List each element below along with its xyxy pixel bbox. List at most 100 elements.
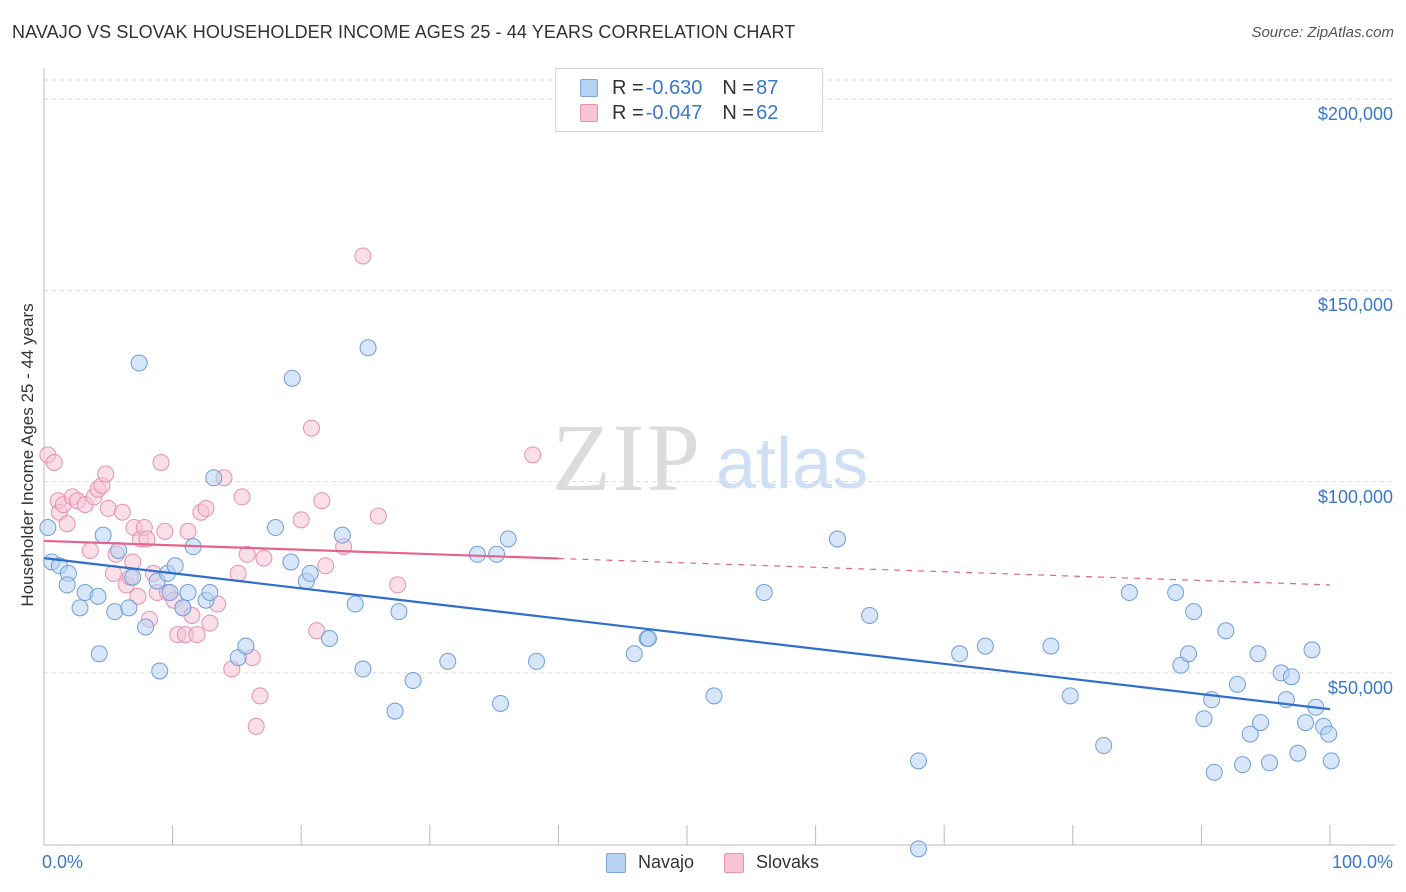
navajo-point — [439, 652, 457, 670]
slovaks-point — [188, 626, 206, 644]
slovaks-point — [97, 465, 115, 483]
navajo-point — [1320, 725, 1338, 743]
navajo-point — [1303, 641, 1321, 659]
navajo-point — [909, 840, 927, 858]
navajo-point — [492, 694, 510, 712]
source-label: Source: ZipAtlas.com — [1251, 24, 1394, 41]
navajo-point — [1095, 737, 1113, 755]
navajo-point — [161, 584, 179, 602]
navajo-point — [1167, 584, 1185, 602]
y-tick-label: $50,000 — [1327, 677, 1393, 698]
slovaks-point — [113, 503, 131, 521]
navajo-trend-line — [43, 557, 1331, 711]
slovaks-point — [247, 717, 265, 735]
navajo-point — [1252, 714, 1270, 732]
chart-title: NAVAJO VS SLOVAK HOUSEHOLDER INCOME AGES… — [12, 22, 796, 42]
legend-label-slovaks: Slovaks — [756, 852, 820, 872]
watermark: ZIP atlas — [552, 404, 868, 511]
navajo-point — [909, 752, 927, 770]
navajo-point — [124, 568, 142, 586]
navajo-point — [404, 672, 422, 690]
x-tick-label-max: 100.0% — [1331, 852, 1393, 872]
legend-item-navajo: Navajo — [606, 852, 694, 873]
slovaks-point — [354, 247, 372, 265]
navajo-point — [359, 339, 377, 357]
navajo-point — [1261, 754, 1279, 772]
y-tick-label: $100,000 — [1317, 486, 1393, 507]
navajo-point — [174, 599, 192, 617]
navajo-point — [333, 526, 351, 544]
navajo-point — [1042, 637, 1060, 655]
navajo-point — [266, 519, 284, 537]
navajo-point — [625, 645, 643, 663]
legend-label-navajo: Navajo — [638, 852, 695, 872]
navajo-point — [282, 553, 300, 571]
navajo-point — [120, 599, 138, 617]
navajo-point — [137, 618, 155, 636]
slovaks-swatch — [724, 852, 745, 873]
navajo-point — [205, 469, 223, 487]
slovaks-point — [313, 492, 331, 510]
r-label: R = — [612, 76, 644, 99]
navajo-point — [346, 595, 364, 613]
slovaks-point — [179, 522, 197, 540]
n-label: N = — [722, 76, 755, 99]
slovaks-point — [138, 530, 156, 548]
navajo-n-value: 87 — [756, 76, 779, 99]
slovaks-point — [524, 446, 542, 464]
navajo-point — [755, 584, 773, 602]
navajo-points — [39, 339, 1340, 858]
navajo-point — [58, 576, 76, 594]
slovaks-point — [255, 549, 273, 567]
navajo-point — [499, 530, 517, 548]
slovaks-points — [39, 247, 542, 735]
navajo-point — [166, 557, 184, 575]
navajo-point — [976, 637, 994, 655]
slovaks-point — [201, 614, 219, 632]
navajo-point — [130, 354, 148, 372]
navajo-point — [705, 687, 723, 705]
navajo-point — [390, 603, 408, 621]
navajo-point — [283, 369, 301, 387]
slovaks-point — [317, 557, 335, 575]
navajo-point — [1249, 645, 1267, 663]
watermark-atlas: atlas — [716, 424, 868, 504]
slovaks-point — [197, 499, 215, 517]
slovaks-point — [308, 622, 326, 640]
navajo-point — [1234, 756, 1252, 774]
navajo-point — [151, 662, 169, 680]
n-label: N = — [722, 101, 755, 124]
navajo-swatch — [580, 79, 598, 97]
navajo-point — [1180, 645, 1198, 663]
slovaks-n-value: 62 — [756, 101, 779, 124]
slovaks-point — [81, 541, 99, 559]
navajo-point — [90, 645, 108, 663]
navajo-point — [1228, 675, 1246, 693]
trend-lines — [43, 539, 1331, 711]
navajo-r-value: -0.630 — [645, 76, 703, 99]
navajo-point — [320, 629, 338, 647]
legend-row-slovaks: R = -0.047 N = 62 — [580, 102, 778, 124]
slovaks-trend-line-extrapolated — [558, 557, 1331, 586]
navajo-point — [110, 541, 128, 559]
watermark-zip: ZIP — [552, 404, 702, 511]
r-label: R = — [612, 101, 644, 124]
navajo-point — [1241, 725, 1259, 743]
navajo-point — [488, 545, 506, 563]
navajo-point — [828, 530, 846, 548]
navajo-swatch — [606, 852, 626, 873]
navajo-point — [951, 645, 969, 663]
navajo-point — [528, 652, 546, 670]
navajo-point — [1322, 752, 1340, 770]
x-tick-label-min: 0.0% — [42, 852, 84, 872]
series-legend: Navajo Slovaks — [606, 852, 849, 873]
navajo-point — [354, 660, 372, 678]
slovaks-swatch — [580, 104, 598, 122]
navajo-point — [94, 526, 112, 544]
navajo-point — [639, 629, 657, 647]
gridlines — [44, 79, 1395, 674]
navajo-point — [1120, 584, 1138, 602]
navajo-point — [71, 599, 89, 617]
slovaks-point — [156, 522, 174, 540]
